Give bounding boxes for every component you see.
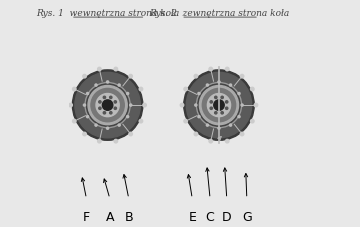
Text: E: E (188, 210, 196, 223)
Circle shape (184, 71, 254, 141)
Circle shape (94, 84, 98, 87)
Circle shape (113, 139, 118, 144)
Circle shape (217, 127, 221, 131)
Circle shape (215, 97, 217, 99)
Circle shape (240, 104, 244, 107)
Circle shape (102, 100, 113, 111)
Circle shape (206, 124, 209, 127)
Circle shape (194, 104, 198, 107)
Circle shape (237, 92, 241, 96)
Circle shape (114, 108, 117, 110)
Circle shape (214, 100, 224, 111)
Circle shape (72, 119, 77, 124)
Circle shape (225, 139, 230, 144)
Circle shape (96, 94, 119, 117)
Circle shape (72, 71, 143, 141)
Circle shape (86, 92, 89, 96)
Circle shape (183, 87, 188, 92)
Circle shape (139, 119, 143, 124)
Circle shape (128, 74, 133, 79)
Circle shape (82, 132, 87, 137)
Circle shape (208, 67, 213, 72)
Circle shape (221, 112, 223, 114)
Circle shape (250, 87, 255, 92)
Circle shape (103, 112, 105, 114)
Circle shape (103, 97, 105, 99)
Circle shape (113, 67, 118, 72)
Circle shape (142, 103, 147, 108)
Circle shape (75, 73, 140, 138)
Circle shape (237, 115, 241, 119)
Circle shape (129, 104, 132, 107)
Circle shape (221, 97, 223, 99)
Circle shape (94, 124, 98, 127)
Circle shape (240, 132, 244, 137)
Text: C: C (206, 210, 215, 223)
Circle shape (193, 74, 198, 79)
Circle shape (199, 86, 239, 125)
Circle shape (85, 83, 130, 128)
Text: A: A (105, 210, 114, 223)
Circle shape (97, 67, 102, 72)
Circle shape (186, 73, 252, 138)
Circle shape (99, 101, 101, 104)
Circle shape (106, 127, 109, 131)
Text: Rys. 2  zewnętrzna strona koła: Rys. 2 zewnętrzna strona koła (149, 9, 289, 18)
Circle shape (110, 97, 112, 99)
Circle shape (225, 101, 228, 104)
Circle shape (180, 103, 184, 108)
Text: B: B (125, 210, 133, 223)
Circle shape (225, 108, 228, 110)
Circle shape (229, 84, 232, 87)
Text: F: F (83, 210, 90, 223)
Text: G: G (242, 210, 252, 223)
Circle shape (126, 115, 129, 119)
Circle shape (225, 67, 230, 72)
Circle shape (86, 115, 89, 119)
Circle shape (217, 81, 221, 84)
Circle shape (86, 84, 129, 127)
Circle shape (193, 132, 198, 137)
Circle shape (253, 103, 258, 108)
Circle shape (139, 87, 143, 92)
Circle shape (215, 112, 217, 114)
Text: Rys. 1  wewnętrzna strona koła: Rys. 1 wewnętrzna strona koła (36, 9, 179, 18)
Circle shape (183, 119, 188, 124)
Circle shape (117, 84, 121, 87)
Circle shape (250, 119, 255, 124)
Circle shape (240, 74, 244, 79)
Circle shape (91, 89, 124, 122)
Circle shape (197, 83, 242, 128)
Circle shape (128, 132, 133, 137)
Circle shape (88, 86, 127, 125)
Text: D: D (222, 210, 231, 223)
Circle shape (68, 103, 73, 108)
Circle shape (197, 92, 201, 96)
Circle shape (82, 74, 87, 79)
Circle shape (210, 101, 212, 104)
Circle shape (197, 115, 201, 119)
Circle shape (229, 124, 232, 127)
Circle shape (198, 84, 240, 127)
Circle shape (208, 139, 213, 144)
Circle shape (72, 87, 77, 92)
Circle shape (114, 101, 117, 104)
Circle shape (99, 108, 101, 110)
Circle shape (117, 124, 121, 127)
Circle shape (207, 94, 230, 117)
Circle shape (202, 89, 236, 122)
Circle shape (206, 84, 209, 87)
Circle shape (106, 81, 109, 84)
Circle shape (83, 104, 86, 107)
Circle shape (110, 112, 112, 114)
Circle shape (126, 92, 129, 96)
Circle shape (210, 108, 212, 110)
Circle shape (97, 139, 102, 144)
